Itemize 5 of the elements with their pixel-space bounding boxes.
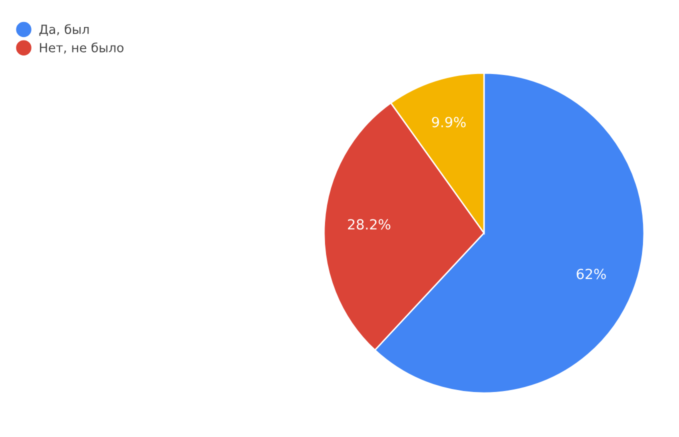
data-label: 62% [576, 268, 606, 280]
legend-label: Да, был [39, 24, 89, 36]
data-label: 9.9% [432, 116, 466, 128]
legend-label: Нет, не было [40, 42, 124, 54]
data-label: 28.2% [348, 219, 390, 230]
